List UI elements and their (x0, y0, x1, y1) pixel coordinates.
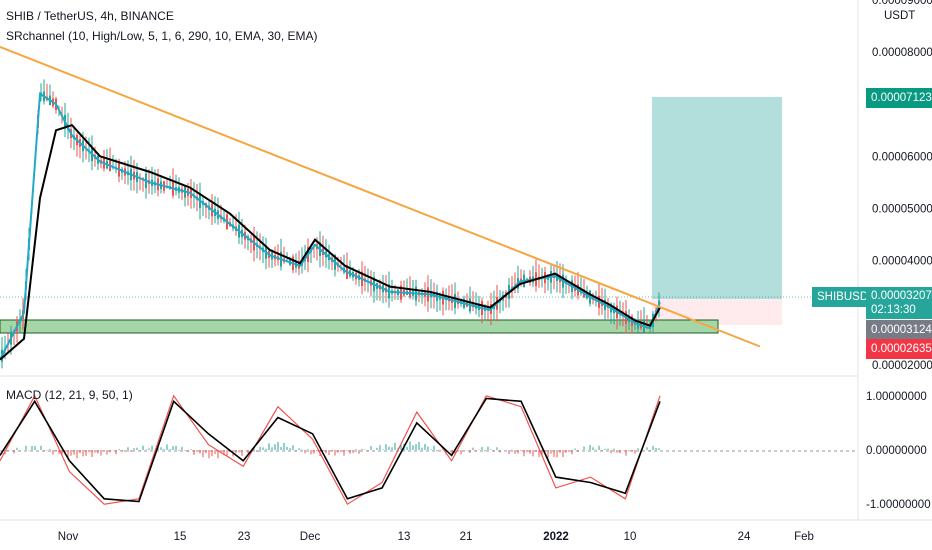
time-axis-labels: Nov 15 23 Dec 13 21 2022 10 24 Feb (58, 531, 814, 543)
time-tick-label: 21 (460, 531, 473, 543)
time-tick-label: 13 (398, 531, 411, 543)
price-tick-label: 0.00008000 (872, 47, 932, 59)
time-tick-label: Nov (58, 531, 79, 543)
last-price-value: 0.00003207 (871, 290, 932, 302)
macd-tick-label: 1.00000000 (866, 391, 927, 403)
macd-histogram (1, 441, 660, 459)
price-tick-label: 0.00009000 (872, 0, 932, 7)
symbol-title[interactable]: SHIB / TetherUS, 4h, BINANCE (6, 9, 174, 23)
time-tick-label: 2022 (543, 531, 569, 543)
price-tick-label: 0.00004000 (872, 256, 932, 268)
target-price-tag: 0.00007123 (866, 88, 932, 108)
long-position-target-zone[interactable] (652, 97, 782, 299)
symbol-tag: SHIBUSDT (812, 287, 881, 307)
descending-trendline[interactable] (0, 45, 761, 348)
last-price-tag: 0.00003207 02:13:30 (866, 287, 932, 319)
time-tick-label: 24 (738, 531, 751, 543)
slow-moving-average-line (0, 123, 661, 361)
macd-axis-ticks: 1.00000000 0.00000000 -1.00000000 (866, 391, 931, 511)
macd-line (0, 394, 661, 506)
time-tick-label: 10 (624, 531, 637, 543)
price-tick-label: 0.00006000 (872, 151, 932, 163)
second-price-tag: 0.00003124 (866, 320, 932, 340)
price-tick-label: 0.00005000 (872, 204, 932, 216)
price-tick-label: 0.00002000 (872, 360, 932, 372)
stop-price-tag: 0.00002635 (866, 339, 932, 359)
time-tick-label: Feb (794, 531, 814, 543)
time-tick-label: Dec (300, 531, 321, 543)
indicator-legend[interactable]: SRchannel (10, High/Low, 5, 1, 6, 290, 1… (6, 29, 318, 43)
macd-signal-line (0, 397, 661, 503)
macd-tick-label: 0.00000000 (866, 445, 927, 457)
countdown-timer: 02:13:30 (871, 304, 916, 316)
fast-moving-average-line (0, 92, 661, 361)
macd-tick-label: -1.00000000 (866, 499, 931, 511)
time-tick-label: 23 (238, 531, 251, 543)
support-zone[interactable] (0, 319, 719, 334)
macd-legend[interactable]: MACD (12, 21, 9, 50, 1) (6, 388, 133, 402)
time-tick-label: 15 (174, 531, 187, 543)
currency-label: USDT (884, 10, 916, 22)
